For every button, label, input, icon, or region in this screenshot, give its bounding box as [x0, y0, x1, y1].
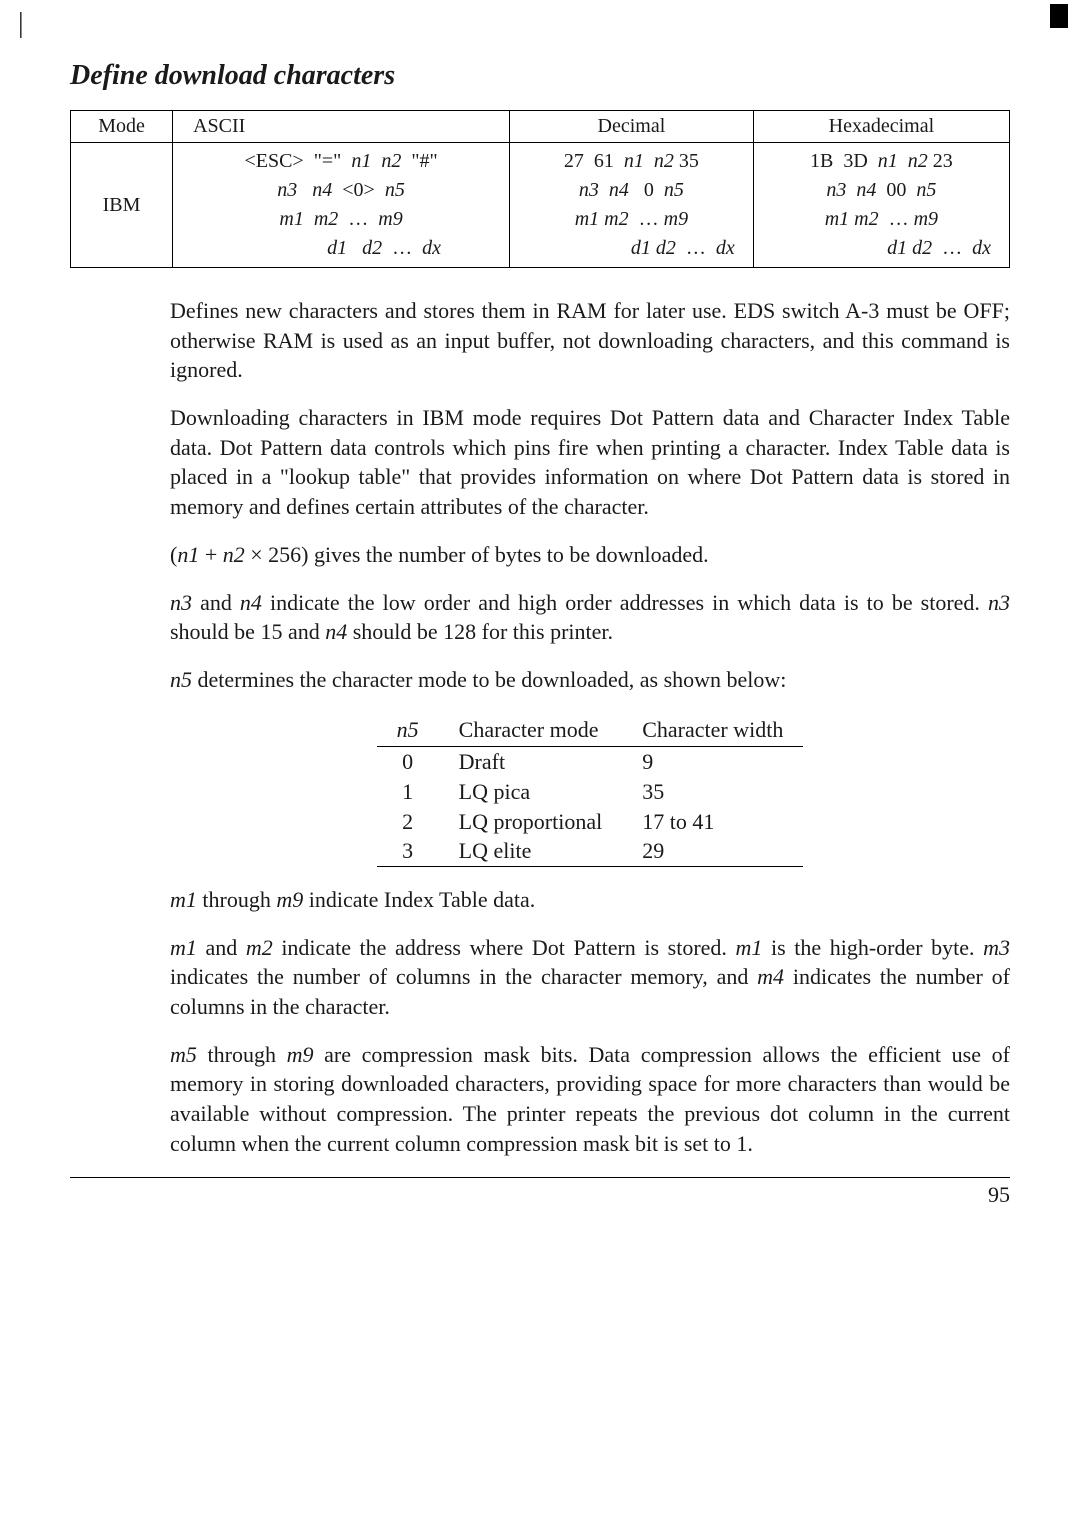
page-footer: 95	[70, 1177, 1010, 1208]
table-row: 1 LQ pica 35	[377, 777, 804, 807]
table-row: 2 LQ proportional 17 to 41	[377, 807, 804, 837]
page-corner-mark: |	[18, 8, 24, 40]
ascii-cell: <ESC> "=" n1 n2 "#" n3 n4 <0> n5 m1 m2 ……	[173, 143, 510, 268]
para-6: m1 through m9 indicate Index Table data.	[170, 885, 1010, 915]
para-7: m1 and m2 indicate the address where Dot…	[170, 933, 1010, 1022]
body-content: Defines new characters and stores them i…	[170, 296, 1010, 1159]
col-hex: Hexadecimal	[753, 111, 1009, 143]
col-ascii: ASCII	[173, 111, 510, 143]
ct-h0: n5	[377, 713, 439, 747]
ct-h1: Character mode	[439, 713, 623, 747]
table-row: 3 LQ elite 29	[377, 836, 804, 866]
para-8: m5 through m9 are compression mask bits.…	[170, 1040, 1010, 1159]
page-corner-block	[1050, 4, 1068, 28]
para-1: Defines new characters and stores them i…	[170, 296, 1010, 385]
col-decimal: Decimal	[510, 111, 754, 143]
page-number: 95	[988, 1182, 1010, 1207]
para-4: n3 and n4 indicate the low order and hig…	[170, 588, 1010, 647]
ct-h2: Character width	[622, 713, 803, 747]
decimal-cell: 27 61 n1 n2 35 n3 n4 0 n5 m1 m2 … m9 d1 …	[510, 143, 754, 268]
mode-cell: IBM	[71, 143, 173, 268]
command-encoding-table: Mode ASCII Decimal Hexadecimal IBM <ESC>…	[70, 110, 1010, 268]
para-3: (n1 + n2 × 256) gives the number of byte…	[170, 540, 1010, 570]
hex-cell: 1B 3D n1 n2 23 n3 n4 00 n5 m1 m2 … m9 d1…	[753, 143, 1009, 268]
character-mode-table: n5 Character mode Character width 0 Draf…	[377, 713, 804, 867]
para-5: n5 determines the character mode to be d…	[170, 665, 1010, 695]
section-title: Define download characters	[70, 60, 1010, 92]
col-mode: Mode	[71, 111, 173, 143]
table-row: 0 Draft 9	[377, 747, 804, 777]
para-2: Downloading characters in IBM mode requi…	[170, 403, 1010, 522]
